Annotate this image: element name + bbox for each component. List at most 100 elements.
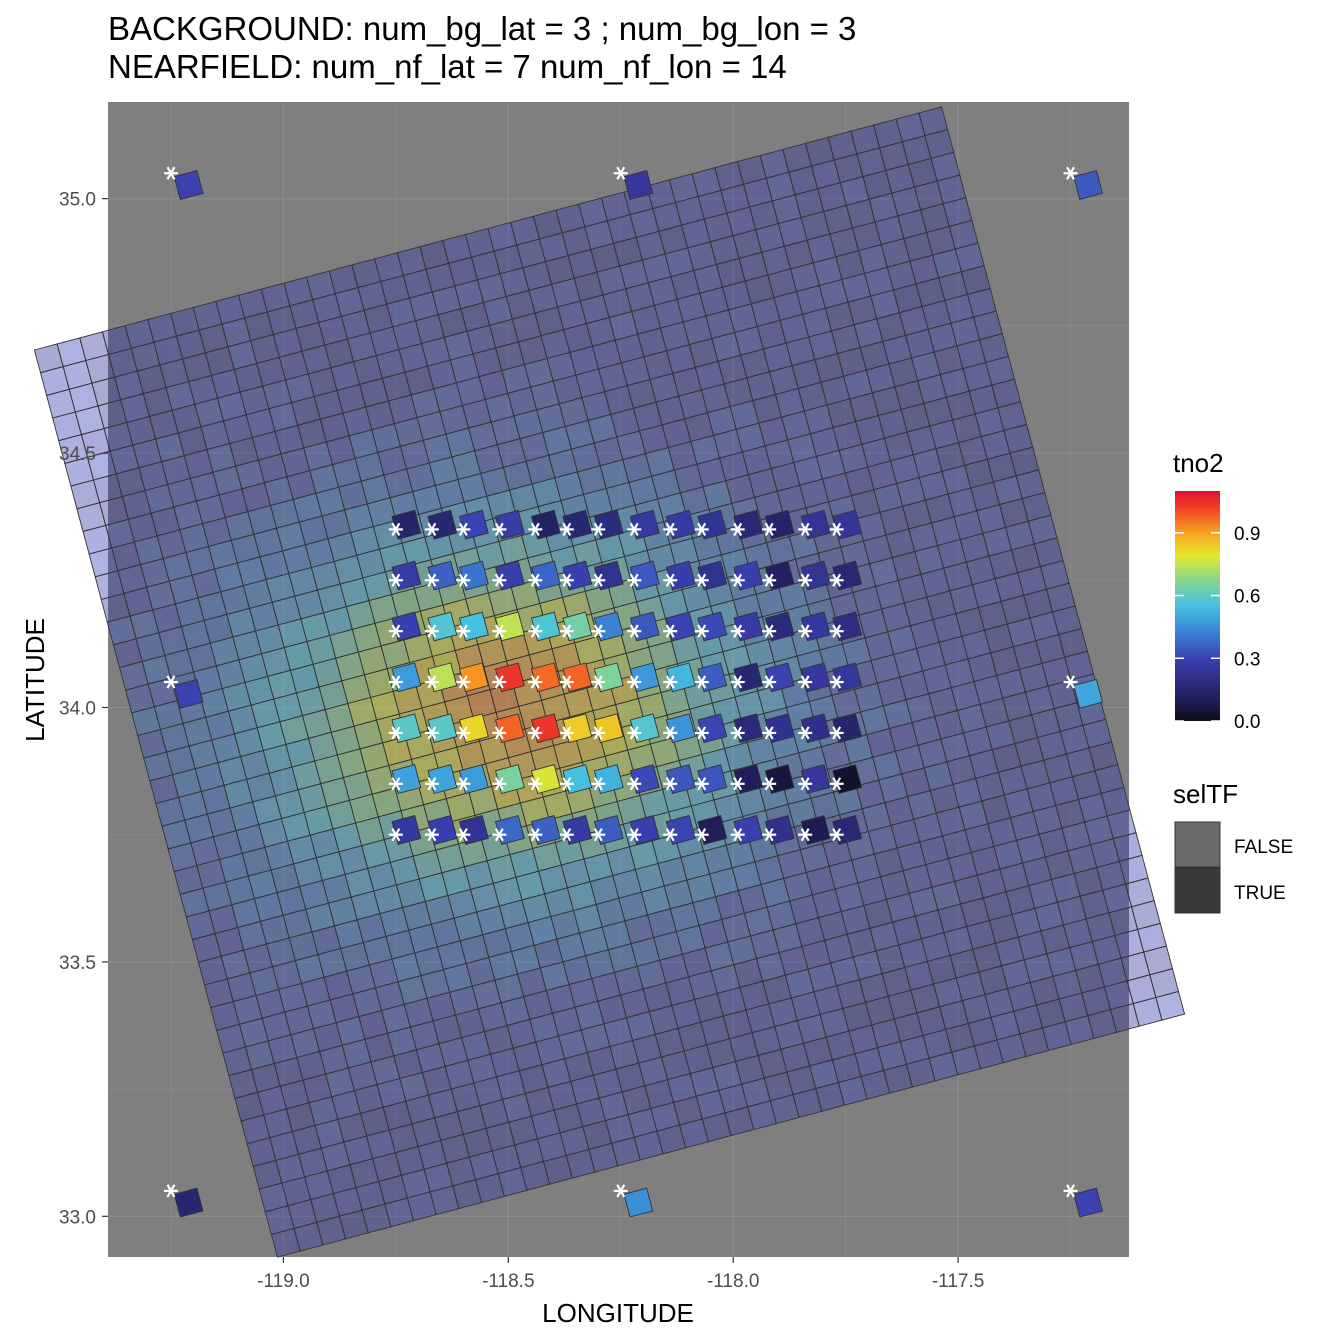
nearfield-marker bbox=[492, 573, 507, 587]
marker-stroke bbox=[391, 828, 401, 842]
x-tick-label: -119.0 bbox=[257, 1271, 309, 1292]
nearfield-marker bbox=[456, 573, 471, 587]
nearfield-marker bbox=[663, 573, 678, 587]
nearfield-marker bbox=[492, 828, 507, 842]
nearfield-marker bbox=[456, 675, 471, 689]
marker-stroke bbox=[593, 777, 603, 791]
legend-label-true: TRUE bbox=[1234, 883, 1286, 904]
nearfield-marker bbox=[591, 624, 606, 638]
marker-stroke bbox=[832, 726, 842, 740]
nearfield-marker bbox=[829, 726, 844, 740]
nearfield-marker bbox=[829, 573, 844, 587]
marker-stroke bbox=[800, 675, 810, 689]
background-cell bbox=[173, 1187, 204, 1218]
marker-stroke bbox=[562, 624, 572, 638]
marker-stroke bbox=[629, 777, 639, 791]
marker-stroke bbox=[733, 624, 743, 638]
nearfield-marker bbox=[829, 522, 844, 537]
nearfield-marker bbox=[694, 522, 709, 537]
marker-stroke bbox=[166, 166, 176, 180]
nearfield-marker bbox=[627, 573, 642, 587]
nearfield-marker bbox=[829, 777, 844, 791]
nearfield-marker bbox=[528, 624, 543, 638]
marker-stroke bbox=[458, 522, 468, 537]
nearfield-marker bbox=[730, 828, 745, 842]
marker-stroke bbox=[800, 573, 810, 587]
nearfield-marker bbox=[456, 522, 471, 537]
nearfield-marker bbox=[492, 675, 507, 689]
nearfield-marker bbox=[730, 777, 745, 791]
marker-stroke bbox=[616, 166, 626, 180]
nearfield-marker bbox=[798, 624, 813, 638]
marker-stroke bbox=[832, 522, 842, 537]
marker-stroke bbox=[764, 522, 774, 537]
marker-stroke bbox=[629, 522, 639, 537]
marker-stroke bbox=[562, 573, 572, 587]
marker-stroke bbox=[800, 777, 810, 791]
marker-stroke bbox=[593, 624, 603, 638]
marker-stroke bbox=[800, 726, 810, 740]
nearfield-marker bbox=[424, 675, 439, 689]
colorbar-ticks: 0.0 0.3 0.6 0.9 bbox=[1175, 524, 1260, 733]
marker-stroke bbox=[458, 624, 468, 638]
nearfield-marker bbox=[762, 573, 777, 587]
marker-stroke bbox=[391, 522, 401, 537]
marker-stroke bbox=[665, 828, 675, 842]
nearfield-marker bbox=[798, 522, 813, 537]
nearfield-marker bbox=[424, 522, 439, 537]
x-axis: -119.0 -118.5 -118.0 -117.5 bbox=[257, 1257, 984, 1292]
marker-stroke bbox=[530, 624, 540, 638]
marker-stroke bbox=[391, 573, 401, 587]
nearfield-marker bbox=[388, 828, 403, 842]
marker-stroke bbox=[1066, 675, 1075, 689]
chart-title: BACKGROUND: num_bg_lat = 3 ; num_bg_lon … bbox=[108, 10, 857, 47]
marker-stroke bbox=[697, 777, 707, 791]
x-tick-label: -118.0 bbox=[707, 1271, 759, 1292]
nearfield-marker bbox=[762, 726, 777, 740]
nearfield-marker bbox=[559, 624, 574, 638]
nearfield-marker bbox=[694, 777, 709, 791]
nearfield-marker bbox=[424, 624, 439, 638]
nearfield-marker bbox=[627, 777, 642, 791]
marker-stroke bbox=[593, 675, 603, 689]
nearfield-marker bbox=[492, 777, 507, 791]
nearfield-marker bbox=[730, 726, 745, 740]
marker-stroke bbox=[832, 624, 842, 638]
marker-stroke bbox=[665, 573, 675, 587]
marker-stroke bbox=[764, 726, 774, 740]
marker-stroke bbox=[800, 522, 810, 537]
nearfield-marker bbox=[627, 522, 642, 537]
marker-stroke bbox=[427, 675, 437, 689]
nearfield-marker bbox=[591, 522, 606, 537]
nearfield-marker bbox=[663, 522, 678, 537]
legend-seltf-title: selTF bbox=[1173, 779, 1238, 809]
marker-stroke bbox=[697, 726, 707, 740]
marker-stroke bbox=[629, 726, 639, 740]
marker-stroke bbox=[1066, 1184, 1075, 1198]
marker-stroke bbox=[562, 828, 572, 842]
nearfield-marker bbox=[559, 777, 574, 791]
nearfield-marker bbox=[528, 522, 543, 537]
nearfield-marker bbox=[627, 726, 642, 740]
marker-stroke bbox=[800, 828, 810, 842]
marker-stroke bbox=[530, 522, 540, 537]
marker-stroke bbox=[697, 828, 707, 842]
marker-stroke bbox=[593, 828, 603, 842]
marker-stroke bbox=[494, 726, 504, 740]
nearfield-marker bbox=[663, 828, 678, 842]
marker-stroke bbox=[427, 777, 437, 791]
x-tick-label: -117.5 bbox=[932, 1271, 984, 1292]
nearfield-marker bbox=[798, 828, 813, 842]
nearfield-marker bbox=[388, 726, 403, 740]
marker-stroke bbox=[832, 828, 842, 842]
legend-label-false: FALSE bbox=[1234, 837, 1293, 858]
marker-stroke bbox=[832, 573, 842, 587]
marker-stroke bbox=[458, 777, 468, 791]
nearfield-marker bbox=[388, 624, 403, 638]
marker-stroke bbox=[629, 675, 639, 689]
background-marker bbox=[163, 1184, 178, 1198]
background-cell bbox=[1073, 678, 1104, 709]
legend-seltf: selTF FALSE TRUE bbox=[1173, 779, 1293, 914]
